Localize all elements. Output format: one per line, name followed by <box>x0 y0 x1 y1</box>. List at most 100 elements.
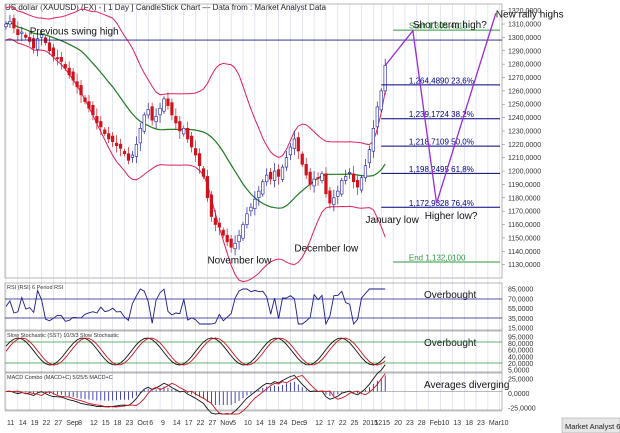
candle-body <box>324 173 328 195</box>
x-tick-label: Sep <box>66 420 79 427</box>
x-tick-label: 23 <box>406 420 414 427</box>
bollinger-upper <box>5 6 386 159</box>
chart-annotation: New rally highs <box>496 9 564 20</box>
candle-body <box>115 142 119 146</box>
indicator-tick-label: 35,0000 <box>508 316 533 323</box>
candle-body <box>174 116 178 124</box>
stoch-d-line <box>5 337 386 366</box>
candle-body <box>237 234 241 243</box>
x-tick-label: 8 <box>78 420 82 427</box>
candle-body <box>355 179 360 188</box>
price-tick-label: 1280,0000 <box>508 62 541 69</box>
price-tick-label: 1200,0000 <box>508 169 541 176</box>
x-tick-label: 27 <box>208 420 216 427</box>
rsi-line <box>5 288 386 326</box>
x-tick-label: 6 <box>149 420 153 427</box>
x-tick-label: 11 <box>7 420 14 427</box>
candle-body <box>375 106 379 128</box>
x-tick-label: Feb <box>430 420 442 427</box>
candle-body <box>87 101 91 109</box>
candle-body <box>292 138 296 149</box>
x-tick-label: 22 <box>197 420 205 427</box>
candle-body <box>103 129 107 134</box>
indicator-tick-label: 15,0000 <box>508 326 533 333</box>
candle-body <box>344 176 348 181</box>
x-tick-label: 19 <box>268 420 276 427</box>
indicator-tick-label: 80,0000 <box>508 341 533 348</box>
candle-body <box>99 121 103 128</box>
candle-body <box>265 174 269 183</box>
candle-body <box>241 224 245 239</box>
chart-annotation: Short term high? <box>413 20 487 31</box>
candle-body <box>320 173 324 181</box>
candle-body <box>146 109 150 116</box>
candle-body <box>186 128 190 140</box>
chart-annotation: December low <box>294 243 359 254</box>
candle-body <box>308 171 312 185</box>
candle-body <box>59 57 63 62</box>
candle-body <box>95 116 99 124</box>
candle-body <box>272 170 277 181</box>
candle-body <box>284 157 289 168</box>
price-tick-label: 1150,0000 <box>508 235 541 242</box>
chart-title: US dollar (XAUUSD) (FX) - [ 1 Day ] Cand… <box>5 3 327 12</box>
x-tick-label: Oct <box>137 420 148 427</box>
price-tick-label: 1190,0000 <box>508 182 541 189</box>
candle-body <box>55 57 59 60</box>
candle-body <box>47 42 52 52</box>
indicator-tick-label: -25,0000 <box>508 406 536 413</box>
chart-annotation: Higher low? <box>425 211 478 222</box>
candle-body <box>363 165 368 179</box>
candle-body <box>32 38 36 49</box>
candle-body <box>225 234 229 243</box>
candle-body <box>383 65 387 92</box>
candle-body <box>24 34 28 38</box>
candle-body <box>316 177 320 179</box>
x-tick-label: 23 <box>126 420 134 427</box>
candle-body <box>12 18 16 29</box>
candle-body <box>35 38 40 50</box>
candle-body <box>51 47 55 57</box>
indicator-tick-label: 70,0000 <box>508 296 533 303</box>
x-tick-label: 10 <box>244 420 252 427</box>
candle-body <box>166 98 170 106</box>
candle-body <box>280 166 285 180</box>
candle-body <box>182 128 186 135</box>
candle-body <box>209 194 214 217</box>
macd-signal-line <box>6 373 386 415</box>
indicator-tick-label: 0,0000 <box>508 391 530 398</box>
x-tick-label: 12 <box>90 420 98 427</box>
candle-body <box>79 85 83 96</box>
price-panel-frame <box>4 3 503 279</box>
candle-body <box>83 97 87 102</box>
candle-body <box>245 213 249 225</box>
x-tick-label: 17 <box>327 420 335 427</box>
indicator-panel-label: Averages diverging <box>424 380 509 391</box>
indicator-tick-label: 95,0000 <box>508 335 533 342</box>
candle-body <box>111 135 115 142</box>
candle-body <box>229 238 233 248</box>
x-tick-label: 14 <box>256 420 264 427</box>
candle-body <box>197 153 202 167</box>
fib-level-label: Start 1,305,4119 <box>409 22 468 31</box>
candle-body <box>122 150 127 154</box>
candle-body <box>217 222 221 228</box>
candle-body <box>304 164 308 176</box>
candle-body <box>379 90 383 111</box>
candle-body <box>300 153 304 165</box>
candle-body <box>328 190 332 204</box>
candle-body <box>288 146 293 156</box>
x-tick-label: Mar <box>489 420 502 427</box>
candle-body <box>134 144 138 157</box>
indicator-tick-label: 5,0000 <box>508 368 530 375</box>
fib-level-label: End 1,132,0100 <box>409 253 466 262</box>
candle-body <box>158 107 162 116</box>
x-tick-label: 12 <box>315 420 323 427</box>
candle-body <box>170 102 174 116</box>
price-tick-label: 1260,0000 <box>508 88 541 95</box>
price-tick-label: 1210,0000 <box>508 155 541 162</box>
fib-level-label: 1,172,9328 76,4% <box>409 199 474 208</box>
indicator-panel-frame <box>4 282 503 331</box>
candle-body <box>67 67 71 76</box>
candle-body <box>351 173 356 183</box>
